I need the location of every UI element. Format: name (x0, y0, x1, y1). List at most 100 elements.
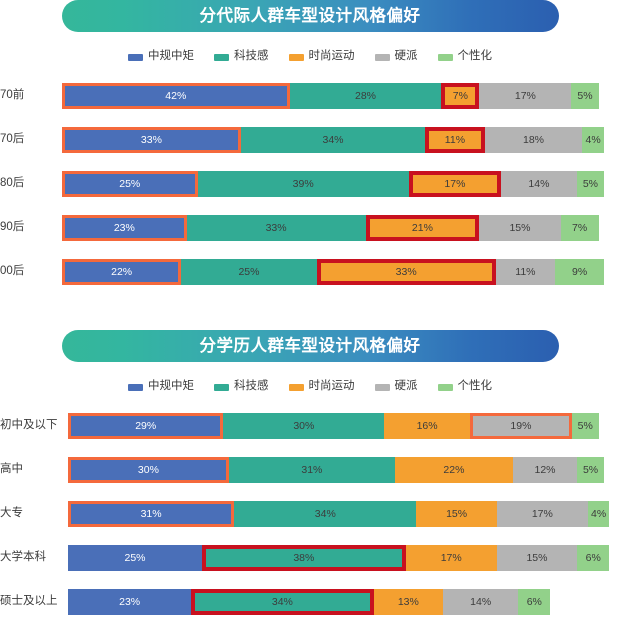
bar-segment-中规中矩[interactable]: 30% (68, 457, 229, 483)
segment-value-label: 38% (293, 551, 315, 564)
row-label: 70后 (0, 133, 25, 146)
bar-segment-个性化[interactable]: 6% (518, 589, 551, 615)
segment-value-label: 14% (528, 177, 550, 190)
bar-segment-时尚运动[interactable]: 7% (441, 83, 480, 109)
legend-item[interactable]: 硬派 (374, 381, 418, 393)
bar-segment-科技感[interactable]: 34% (240, 127, 426, 153)
bar-segment-科技感[interactable]: 28% (289, 83, 442, 109)
bar-segment-中规中矩[interactable]: 25% (62, 171, 198, 197)
legend-item[interactable]: 中规中矩 (128, 381, 194, 393)
segment-value-label: 17% (531, 507, 553, 520)
bar-segment-硬派[interactable]: 14% (501, 171, 577, 197)
bar-segment-时尚运动[interactable]: 15% (416, 501, 497, 527)
bar-segment-科技感[interactable]: 33% (186, 215, 366, 241)
segment-value-label: 12% (534, 463, 556, 476)
bar-segment-时尚运动[interactable]: 17% (408, 171, 501, 197)
legend-item[interactable]: 个性化 (437, 381, 492, 393)
bar-segment-中规中矩[interactable]: 23% (68, 589, 192, 615)
bar-segment-中规中矩[interactable]: 31% (68, 501, 235, 527)
bar-row: 硕士及以上 23% 34% 13% 14% 6% (0, 580, 620, 624)
legend-swatch-icon (288, 53, 304, 61)
bar-segment-中规中矩[interactable]: 25% (68, 545, 202, 571)
bar-segment-中规中矩[interactable]: 29% (68, 413, 224, 439)
bar-segment-科技感[interactable]: 34% (191, 589, 374, 615)
segment-value-label: 5% (577, 419, 593, 432)
bar-row: 大学本科 25% 38% 17% 15% 6% (0, 536, 620, 580)
legend-swatch-icon (288, 383, 304, 391)
legend-swatch-icon (128, 53, 143, 61)
bar-segment-时尚运动[interactable]: 22% (394, 457, 513, 483)
segment-value-label: 4% (585, 133, 601, 146)
bar-segment-硬派[interactable]: 17% (496, 501, 588, 527)
bar-row: 80后 25% 39% 17% 14% 5% (0, 162, 620, 206)
bar-segment-硬派[interactable]: 15% (496, 545, 578, 571)
bar-segment-中规中矩[interactable]: 42% (62, 83, 290, 109)
bar-segment-个性化[interactable]: 9% (555, 259, 604, 285)
segment-value-label: 33% (395, 265, 417, 278)
bar-segment-时尚运动[interactable]: 16% (384, 413, 470, 439)
segment-value-label: 23% (119, 595, 141, 608)
bar-segment-个性化[interactable]: 7% (560, 215, 599, 241)
legend-item[interactable]: 个性化 (437, 51, 492, 63)
legend-swatch-icon (374, 53, 390, 61)
bar-segment-硬派[interactable]: 19% (469, 413, 572, 439)
segment-value-label: 5% (582, 463, 599, 476)
legend-swatch-icon (374, 383, 390, 391)
legend-item[interactable]: 时尚运动 (288, 380, 355, 393)
legend-item-label: 时尚运动 (308, 380, 355, 393)
segment-value-label: 39% (292, 177, 314, 190)
legend-item[interactable]: 科技感 (214, 381, 269, 393)
bar-segment-科技感[interactable]: 30% (223, 413, 385, 439)
segment-value-label: 30% (137, 463, 159, 476)
bar-segment-科技感[interactable]: 39% (197, 171, 409, 197)
stacked-bar: 42% 28% 7% 17% 5% (62, 83, 604, 109)
segment-value-label: 15% (526, 551, 548, 564)
bar-segment-中规中矩[interactable]: 22% (62, 259, 182, 285)
bar-segment-个性化[interactable]: 4% (587, 501, 610, 527)
segment-value-label: 25% (238, 265, 260, 278)
segment-value-label: 19% (510, 419, 532, 432)
bar-segment-科技感[interactable]: 25% (181, 259, 317, 285)
bar-segment-科技感[interactable]: 34% (234, 501, 417, 527)
segment-value-label: 31% (140, 507, 162, 520)
bar-segment-中规中矩[interactable]: 23% (62, 215, 187, 241)
bar-segment-时尚运动[interactable]: 13% (373, 589, 444, 615)
bar-segment-个性化[interactable]: 5% (576, 171, 604, 197)
bar-segment-个性化[interactable]: 4% (582, 127, 604, 153)
page-title: 分代际人群车型设计风格偏好 (199, 6, 421, 25)
bar-segment-科技感[interactable]: 31% (228, 457, 395, 483)
bar-segment-科技感[interactable]: 38% (202, 545, 406, 571)
segment-value-label: 5% (582, 177, 599, 190)
legend-item[interactable]: 科技感 (214, 51, 269, 63)
bar-segment-硬派[interactable]: 15% (479, 215, 561, 241)
segment-value-label: 7% (572, 221, 588, 234)
legend-item[interactable]: 硬派 (374, 51, 418, 63)
bar-segment-硬派[interactable]: 11% (495, 259, 556, 285)
stacked-bar: 23% 33% 21% 15% 7% (62, 215, 604, 241)
bar-row: 90后 23% 33% 21% 15% 7% (0, 206, 620, 250)
chart-generation-preference: 分代际人群车型设计风格偏好 中规中矩 科技感 时尚运动 硬派 个性化 70前 42% 28%… (0, 0, 620, 294)
segment-value-label: 6% (526, 595, 542, 608)
bar-segment-中规中矩[interactable]: 33% (62, 127, 241, 153)
bar-segment-时尚运动[interactable]: 21% (365, 215, 480, 241)
segment-value-label: 23% (113, 221, 135, 234)
bar-segment-时尚运动[interactable]: 33% (316, 259, 496, 285)
bar-segment-个性化[interactable]: 5% (577, 457, 604, 483)
bar-segment-硬派[interactable]: 18% (484, 127, 583, 153)
bar-segment-个性化[interactable]: 5% (571, 413, 599, 439)
legend-item[interactable]: 中规中矩 (128, 51, 194, 63)
page-title: 分学历人群车型设计风格偏好 (199, 336, 421, 355)
segment-value-label: 21% (411, 221, 433, 234)
bar-segment-硬派[interactable]: 14% (443, 589, 519, 615)
bar-segment-硬派[interactable]: 17% (479, 83, 572, 109)
bar-segment-个性化[interactable]: 5% (571, 83, 599, 109)
legend-item-label: 中规中矩 (148, 50, 194, 63)
segment-value-label: 42% (165, 89, 187, 102)
bar-segment-个性化[interactable]: 6% (577, 545, 610, 571)
bar-segment-硬派[interactable]: 12% (512, 457, 578, 483)
segment-value-label: 13% (397, 595, 419, 608)
bar-segment-时尚运动[interactable]: 17% (405, 545, 497, 571)
legend-item[interactable]: 时尚运动 (288, 51, 355, 63)
bar-segment-时尚运动[interactable]: 11% (425, 127, 485, 153)
stacked-bar: 31% 34% 15% 17% 4% (68, 501, 610, 527)
